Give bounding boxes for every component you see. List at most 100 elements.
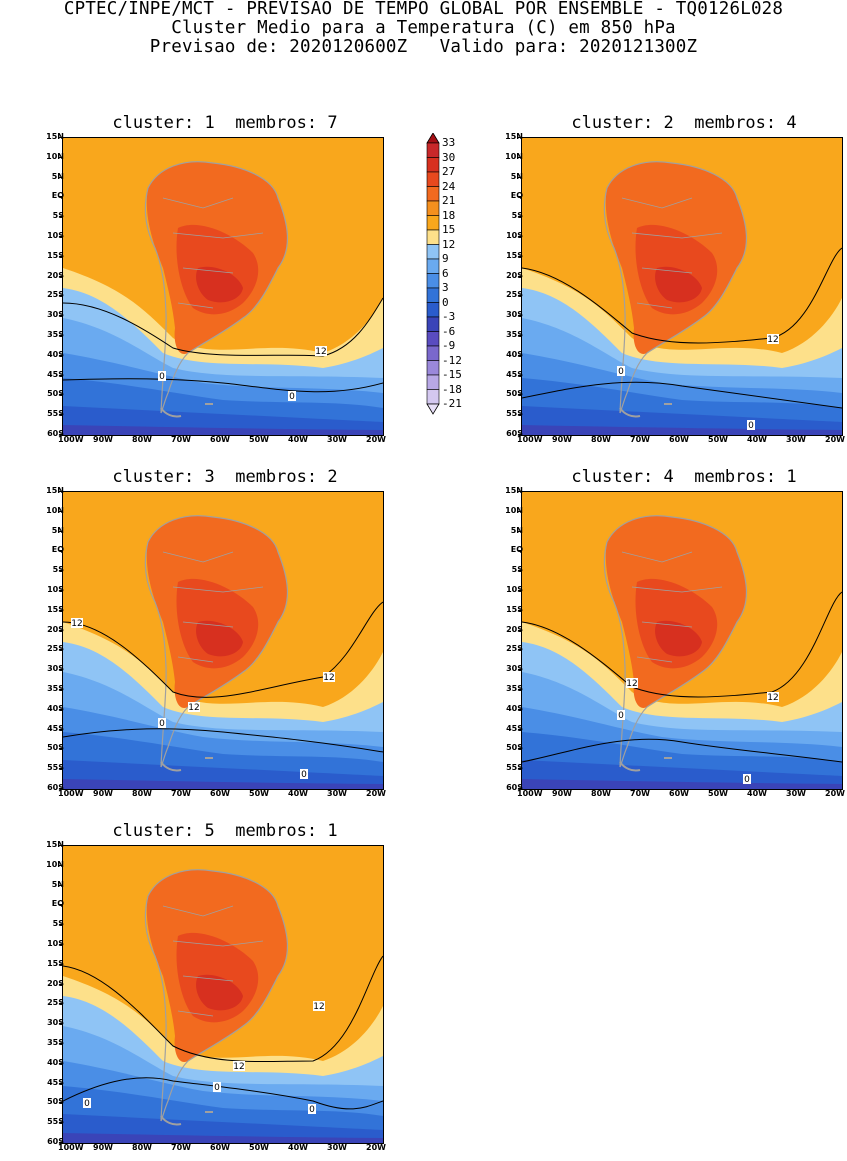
colorbar-label: 9 xyxy=(442,252,449,265)
lat-tick xyxy=(59,414,62,416)
lon-tick-label: 40W xyxy=(288,1143,308,1152)
contour-label: 0 xyxy=(617,366,625,377)
lat-tick xyxy=(59,137,62,138)
lat-tick xyxy=(59,864,62,866)
contour-label: 0 xyxy=(617,710,625,721)
lat-tick xyxy=(518,156,521,158)
lat-tick xyxy=(59,176,62,178)
map-panel-cluster-4: cluster: 4 membros: 1 12 12 0 0 15N 10N 5N… xyxy=(505,467,847,807)
lat-tick-label: 20S xyxy=(506,624,523,634)
lon-tick-label: 100W xyxy=(58,1143,84,1152)
lon-tick-label: 30W xyxy=(327,435,347,444)
lat-tick-label: 35S xyxy=(47,1038,64,1047)
lon-tick-label: 80W xyxy=(591,789,611,798)
colorbar-bottom-arrow xyxy=(426,403,440,415)
lat-tick xyxy=(59,1062,62,1064)
lat-tick xyxy=(59,983,62,985)
lon-tick-label: 90W xyxy=(93,1143,113,1152)
lat-tick xyxy=(518,176,521,178)
lon-tick-label: 20W xyxy=(366,789,386,798)
figure-title-line-2: Cluster Medio para a Temperatura (C) em … xyxy=(171,18,676,38)
lat-tick xyxy=(59,689,62,690)
panel-title: cluster: 1 membros: 7 xyxy=(112,113,338,133)
lon-tick-label: 30W xyxy=(327,789,347,798)
svg-text:12: 12 xyxy=(767,693,778,703)
lat-tick-label: 25S xyxy=(47,998,64,1008)
lat-tick xyxy=(59,275,62,277)
lat-tick-label: 45S xyxy=(47,723,64,733)
lon-tick-label: 100W xyxy=(517,789,543,798)
colorbar-box xyxy=(426,331,440,347)
map-panel-cluster-2: cluster: 2 membros: 4 12 0 0 15N 10N 5N EQ 5… xyxy=(505,113,847,453)
svg-text:0: 0 xyxy=(301,770,307,780)
lat-tick xyxy=(59,550,62,552)
lat-tick xyxy=(59,434,62,435)
colorbar-box xyxy=(426,345,440,361)
lat-tick xyxy=(59,1003,62,1005)
lat-tick-label: 45S xyxy=(47,369,64,379)
lat-tick xyxy=(59,354,62,356)
lat-tick-label: 15N xyxy=(505,486,523,495)
temperature-map: 12 0 0 xyxy=(521,137,843,436)
lon-tick-label: 40W xyxy=(288,435,308,444)
lat-tick xyxy=(518,394,521,396)
lat-tick-label: 40S xyxy=(47,349,64,359)
contour-label: 0 xyxy=(308,1104,316,1115)
lon-tick-label: 40W xyxy=(747,789,767,798)
svg-text:0: 0 xyxy=(159,719,165,729)
lat-tick xyxy=(59,649,62,651)
svg-text:0: 0 xyxy=(159,372,165,382)
lat-tick xyxy=(518,788,521,789)
colorbar-label: 30 xyxy=(442,150,456,164)
lat-tick xyxy=(518,491,521,492)
lat-tick xyxy=(59,609,62,611)
colorbar-label: 33 xyxy=(442,136,456,149)
lat-tick-label: 10S xyxy=(506,231,523,240)
svg-text:0: 0 xyxy=(618,711,624,721)
lon-tick-label: 40W xyxy=(747,435,767,444)
lat-tick xyxy=(518,708,521,710)
lat-tick-label: 60S xyxy=(506,783,523,792)
lat-tick-label: 10S xyxy=(506,585,523,594)
lat-tick-label: 60S xyxy=(506,429,523,438)
lat-tick xyxy=(518,689,521,690)
lat-tick-label: 55S xyxy=(47,1117,64,1127)
lat-tick xyxy=(518,609,521,611)
colorbar-label: 18 xyxy=(442,208,456,222)
lat-tick xyxy=(59,768,62,770)
lat-tick xyxy=(518,275,521,277)
figure-title-line-1: CPTEC/INPE/MCT - PREVISAO DE TEMPO GLOBA… xyxy=(63,0,784,19)
colorbar-label: -3 xyxy=(442,310,456,323)
lat-tick-label: 5N xyxy=(51,879,64,889)
lat-tick xyxy=(518,510,521,512)
lat-tick-label: 5S xyxy=(53,919,64,928)
lat-tick-label: 25S xyxy=(47,290,64,300)
lat-tick-label: 15S xyxy=(506,604,523,614)
lon-tick-label: 50W xyxy=(249,789,269,798)
lat-tick-label: 35S xyxy=(506,684,523,693)
lon-tick-label: 30W xyxy=(327,1143,347,1152)
lat-tick-label: 15S xyxy=(47,250,64,260)
lat-tick-label: 35S xyxy=(506,330,523,339)
svg-text:12: 12 xyxy=(626,679,637,689)
lat-tick-label: 20S xyxy=(47,624,64,634)
lon-tick-label: 70W xyxy=(171,435,191,444)
lat-tick xyxy=(518,590,521,591)
lat-tick-label: 55S xyxy=(506,763,523,773)
lat-tick-label: 45S xyxy=(506,369,523,379)
lon-tick-label: 90W xyxy=(93,789,113,798)
lat-tick-label: 25S xyxy=(506,644,523,654)
contour-label: 12 xyxy=(323,672,335,683)
lat-tick-label: 50S xyxy=(47,1097,64,1107)
lat-tick-label: 50S xyxy=(47,389,64,399)
lat-tick xyxy=(59,156,62,158)
lon-tick-label: 70W xyxy=(171,789,191,798)
contour-label: 0 xyxy=(213,1082,221,1093)
lat-tick-label: 30S xyxy=(506,664,523,674)
lat-tick xyxy=(59,530,62,532)
lat-tick-label: EQ xyxy=(51,545,64,555)
lat-tick-label: 10S xyxy=(47,939,64,948)
lat-tick-label: 15S xyxy=(47,958,64,968)
lat-tick xyxy=(518,196,521,198)
lat-tick-label: 25S xyxy=(506,290,523,300)
